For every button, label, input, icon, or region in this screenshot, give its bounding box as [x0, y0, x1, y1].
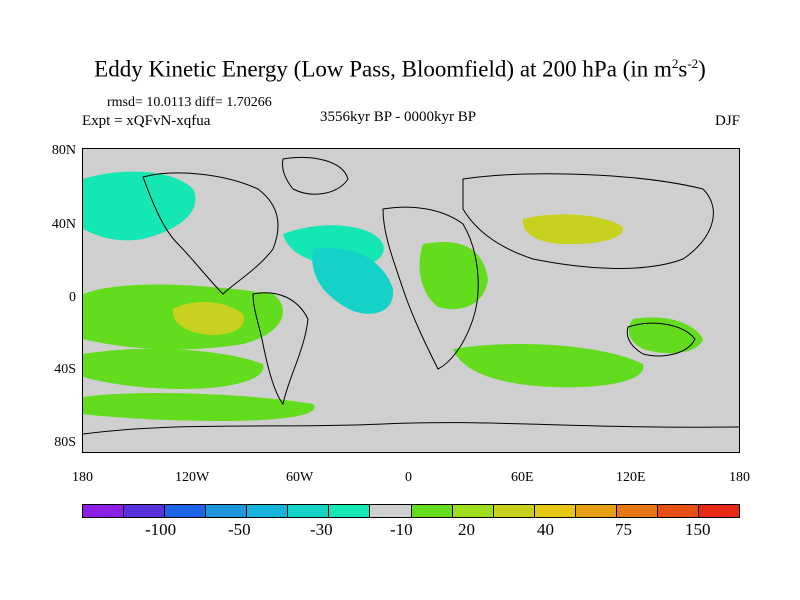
- colorbar-swatch-10: [493, 505, 535, 517]
- green-australia: [628, 317, 703, 354]
- colorbar-swatch-2: [165, 505, 207, 517]
- colorbar-label-7: 150: [685, 520, 711, 539]
- colorbar-label-6: 75: [615, 520, 632, 539]
- lat-label-40n: 40N: [51, 217, 76, 232]
- colorbar-swatch-11: [534, 505, 576, 517]
- colorbar-swatch-12: [575, 505, 617, 517]
- field-layer: [83, 171, 703, 421]
- colorbar-swatch-4: [247, 505, 289, 517]
- title-exponent-1: 2: [671, 56, 679, 71]
- map-svg: [83, 156, 739, 435]
- lon-label-120w: 120W: [175, 470, 210, 485]
- coast-north-america: [142, 172, 279, 295]
- lat-label-80s: 80S: [54, 435, 76, 450]
- coast-greenland: [282, 156, 349, 195]
- lon-label-60w: 60W: [286, 470, 314, 485]
- period-label: 3556kyr BP - 0000kyr BP: [320, 109, 477, 125]
- experiment-label: Expt = xQFvN-xqfua: [82, 113, 211, 129]
- plot-title: Eddy Kinetic Energy (Low Pass, Bloomfiel…: [0, 56, 800, 83]
- lat-label-0: 0: [69, 290, 76, 305]
- colorbar-label-2: -30: [310, 520, 333, 539]
- colorbar-swatch-14: [657, 505, 699, 517]
- lon-label-120e: 120E: [616, 470, 646, 485]
- cyan-tropical-atlantic: [312, 248, 394, 314]
- title-close: ): [698, 56, 706, 82]
- lat-label-40s: 40S: [54, 362, 76, 377]
- lat-label-80n: 80N: [51, 143, 76, 158]
- map-panel: [82, 148, 740, 453]
- cyan-arctic-pacific: [83, 171, 196, 241]
- lon-label-180w: 180: [72, 470, 93, 485]
- colorbar-label-4: 20: [458, 520, 475, 539]
- title-main: Eddy Kinetic Energy (Low Pass, Bloomfiel…: [94, 56, 672, 82]
- season-label: DJF: [714, 113, 740, 129]
- colorbar-swatch-1: [124, 505, 166, 517]
- coast-australia: [626, 322, 696, 357]
- lon-label-0: 0: [405, 470, 412, 485]
- green-south-pacific: [83, 348, 264, 389]
- colorbar-swatch-3: [206, 505, 248, 517]
- yellow-asia-core: [522, 214, 624, 245]
- colorbar-swatch-6: [329, 505, 371, 517]
- coast-asia: [462, 173, 714, 269]
- title-exponent-2: -2: [687, 56, 699, 71]
- colorbar-label-3: -10: [390, 520, 413, 539]
- coast-south-america: [252, 292, 309, 406]
- green-indian-ocean: [453, 344, 644, 388]
- green-south-atlantic: [83, 393, 315, 421]
- lon-label-180e: 180: [729, 470, 750, 485]
- green-africa: [419, 242, 488, 310]
- coast-europe-africa: [382, 206, 479, 370]
- colorbar-label-5: 40: [537, 520, 554, 539]
- colorbar-swatch-13: [616, 505, 658, 517]
- coastline-layer: [83, 156, 739, 435]
- rmsd-label: rmsd= 10.0113 diff= 1.70266: [107, 95, 272, 110]
- title-s: s: [678, 56, 688, 82]
- colorbar: [82, 504, 740, 518]
- colorbar-label-0: -100: [145, 520, 177, 539]
- colorbar-swatch-9: [452, 505, 494, 517]
- yellow-pacific-core: [172, 302, 244, 335]
- colorbar-swatch-15: [698, 505, 739, 517]
- colorbar-swatch-7: [370, 505, 412, 517]
- colorbar-swatch-8: [411, 505, 453, 517]
- colorbar-swatch-0: [83, 505, 125, 517]
- coast-antarctica: [83, 422, 739, 435]
- colorbar-swatch-5: [288, 505, 330, 517]
- colorbar-label-1: -50: [228, 520, 251, 539]
- lon-label-60e: 60E: [511, 470, 534, 485]
